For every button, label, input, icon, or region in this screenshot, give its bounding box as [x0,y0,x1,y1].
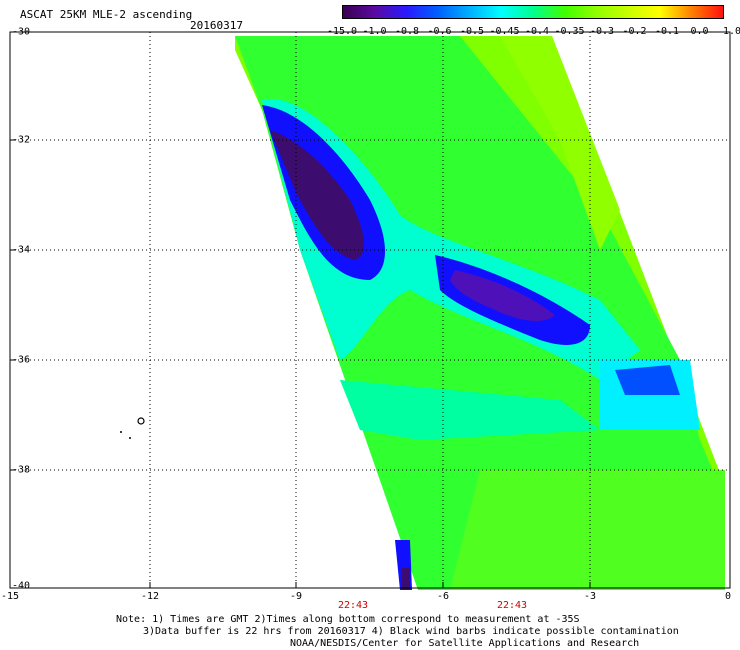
color-scale-bar [342,5,724,19]
footer-credit: NOAA/NESDIS/Center for Satellite Applica… [290,638,640,649]
lon-label: -15 [0,591,20,602]
pass-time-label: 22:43 [337,600,369,611]
lat-label: -30 [11,26,30,38]
color-scale-labels: -15.0 -1.0 -0.8 -0.6 -0.5 -0.45 -0.4 -0.35 -0.3-… [327,26,740,38]
lon-label: -6 [436,591,450,602]
map-title: ASCAT 25KM MLE-2 ascending [20,8,193,21]
aqua-patch [340,380,600,440]
blue-patch-right [615,365,680,395]
footer-note: Note: 1) Times are GMT 2)Times along bot… [116,614,580,625]
ticks [10,139,591,588]
purple-core-mid [450,270,555,322]
color-scale-label: -0.5 [459,26,485,37]
color-scale-label: -0.8 [394,26,420,37]
color-scale-label: -1.0 [362,26,387,37]
lon-label: -9 [289,591,303,602]
lat-label: -36 [11,354,30,366]
color-scale-label: -15.0 [326,26,358,37]
color-scale-label: -0.6 [427,26,452,37]
color-scale-label: -0.45 [489,26,520,37]
lon-label: 0 [724,591,732,602]
lon-label: -3 [583,591,597,602]
purple-core-upper [270,130,365,260]
lat-label: -32 [11,134,30,146]
lat-label: -40 [11,580,30,592]
island-dot [129,437,131,439]
pass-time-label: 22:43 [496,600,528,611]
swath-lime-lower [450,470,725,590]
map-frame [9,31,731,589]
lon-label: -12 [140,591,160,602]
color-scale-label: -0.35 [554,26,585,37]
island-marker [137,417,145,425]
lat-label: -38 [11,464,30,476]
color-scale-label: 0.0 [690,26,709,37]
lat-label: -34 [11,244,30,256]
color-scale-label: -0.3 [589,26,615,37]
color-scale-label: -0.1 [654,26,680,37]
purple-spur-bottom [402,568,410,590]
color-scale-label: 1.0 [722,26,740,37]
color-scale-label: -0.4 [524,26,550,37]
color-scale-label: -0.2 [622,26,647,37]
map-date: 20160317 [190,19,243,32]
island-dot [120,431,122,433]
graticule [10,32,730,588]
footer-note: 3)Data buffer is 22 hrs from 20160317 4)… [143,626,679,637]
